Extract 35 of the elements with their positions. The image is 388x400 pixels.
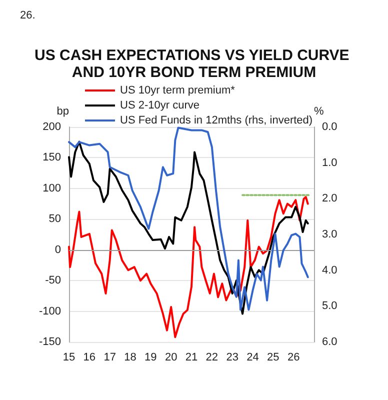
legend-label: US Fed Funds in 12mths (rhs, inverted) [120,114,313,126]
x-tick-label: 20 [164,352,178,364]
y-tick-label: -150 [38,336,61,348]
line-series [68,196,309,338]
y2-tick-label: 4.0 [322,264,338,276]
y-tick-label: 0 [54,244,61,256]
y-axis-title: bp [56,106,69,118]
y2-tick-label: 5.0 [322,300,338,312]
y-tick-label: -100 [38,305,61,318]
x-tick-label: 15 [62,352,76,364]
y-tick-label: 50 [48,213,61,226]
x-tick-label: 21 [185,352,198,364]
x-tick-label: 19 [144,352,157,364]
y-tick-label: 150 [42,152,61,164]
x-tick-label: 18 [124,352,136,364]
x-tick-label: 25 [267,352,280,364]
x-tick-label: 23 [226,352,238,364]
text: 26. [20,10,36,22]
y2-tick-label: 2.0 [322,192,338,205]
y2-tick-label: 3.0 [322,228,338,240]
x-tick-label: 24 [246,352,259,364]
legend-label: US 2-10yr curve [120,100,200,112]
x-tick-label: 26 [287,352,300,364]
y2-tick-label: 0.0 [322,121,338,133]
x-tick-label: 16 [83,352,96,364]
x-tick-label: 22 [206,352,218,364]
y2-tick-label: 1.0 [322,156,338,169]
y2-tick-label: 6.0 [322,336,338,348]
chart-title: US CASH EXPECTATIONS VS YIELD CURVE AND 10YR BOND TERM PREMIUM [34,47,354,81]
x-tick-label: 17 [104,352,116,364]
y-tick-label: 100 [42,182,61,194]
y-tick-label: -50 [45,274,61,287]
legend-label: US 10yr term premium* [120,84,236,96]
y2-axis-title: % [314,106,324,118]
y-tick-label: 200 [42,121,61,133]
